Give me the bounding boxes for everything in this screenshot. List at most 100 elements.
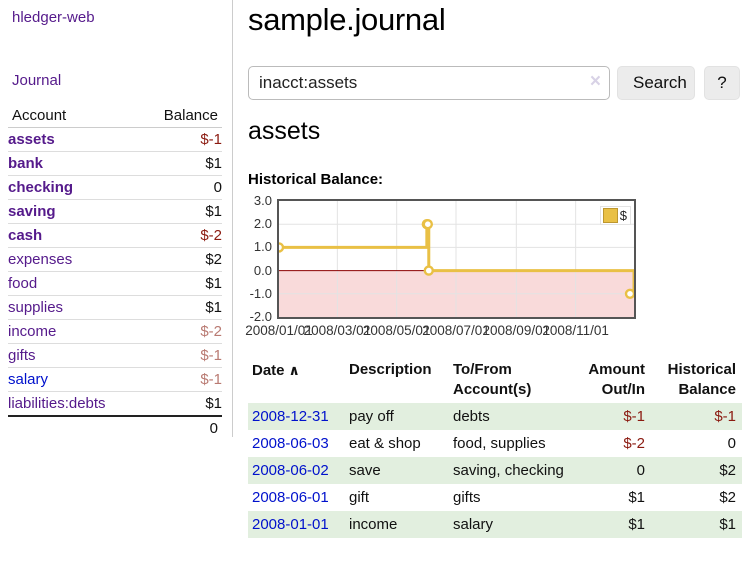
description-cell: save — [349, 462, 381, 479]
accounts-header-account: Account — [8, 104, 139, 128]
chart-canvas — [279, 201, 634, 317]
accounts-table-body: assets $-1 bank $1 checking 0 saving $1 cash $-2 e… — [8, 127, 222, 440]
register-header-date[interactable]: Date ∧ — [252, 362, 300, 379]
account-balance: $-1 — [138, 343, 222, 368]
legend-swatch-icon — [602, 208, 618, 223]
clear-search-icon[interactable]: × — [589, 71, 601, 92]
x-tick-label: 2008/07/01 — [422, 323, 490, 338]
account-row: salary $-1 — [8, 367, 222, 392]
date-cell: 2008-01-01 — [248, 511, 345, 538]
balance-cell: $2 — [719, 462, 736, 479]
legend-label: $ — [619, 208, 627, 223]
balance-cell: $-1 — [714, 408, 736, 425]
balance-cell: 0 — [727, 435, 736, 452]
date-link[interactable]: 2008-06-01 — [252, 489, 329, 506]
date-cell: 2008-06-03 — [248, 430, 345, 457]
table-row[interactable]: 2008-06-03 eat & shop food, supplies $-2 0 — [248, 430, 742, 457]
sidebar-account-saving[interactable]: saving — [8, 203, 56, 220]
y-tick-label: -2.0 — [249, 309, 272, 324]
account-row: saving $1 — [8, 199, 222, 224]
sidebar-account-gifts[interactable]: gifts — [8, 347, 36, 364]
account-row: income $-2 — [8, 319, 222, 344]
account-balance: $1 — [138, 199, 222, 224]
amount-cell: $-1 — [623, 408, 645, 425]
search-input[interactable] — [248, 66, 610, 100]
account-balance: 0 — [138, 175, 222, 200]
sidebar: hledger-web Journal Account Balance asse… — [0, 0, 232, 440]
accounts-cell: gifts — [453, 489, 481, 506]
date-cell: 2008-12-31 — [248, 403, 345, 430]
search-form: × Search ? — [248, 66, 742, 100]
y-tick-label: 3.0 — [253, 193, 272, 208]
date-link[interactable]: 2008-01-01 — [252, 516, 329, 533]
x-tick-label: 2008/11/01 — [542, 323, 609, 338]
account-row: liabilities:debts $1 — [8, 391, 222, 417]
account-balance: $-1 — [138, 367, 222, 392]
search-button[interactable]: Search — [617, 66, 695, 100]
sidebar-account-liabilities-debts[interactable]: liabilities:debts — [8, 395, 106, 412]
account-balance: $-2 — [138, 223, 222, 248]
account-row: gifts $-1 — [8, 343, 222, 368]
chart-title: Historical Balance: — [248, 171, 384, 188]
account-balance: $1 — [138, 295, 222, 320]
account-row: food $1 — [8, 271, 222, 296]
table-row[interactable]: 2008-12-31 pay off debts $-1 $-1 — [248, 403, 742, 430]
x-tick-label: 2008/03/01 — [303, 323, 372, 338]
sidebar-item-journal[interactable]: Journal — [12, 72, 62, 89]
y-tick-label: 2.0 — [253, 216, 272, 232]
table-row[interactable]: 2008-06-01 gift gifts $1 $2 — [248, 484, 742, 511]
brand-link[interactable]: hledger-web — [12, 9, 95, 26]
accounts-cell: food, supplies — [453, 435, 546, 452]
sidebar-account-checking[interactable]: checking — [8, 179, 74, 196]
date-link[interactable]: 2008-12-31 — [252, 408, 329, 425]
description-cell: eat & shop — [349, 435, 421, 452]
sidebar-account-supplies[interactable]: supplies — [8, 299, 64, 316]
balance-cell: $1 — [719, 516, 736, 533]
sidebar-account-income[interactable]: income — [8, 323, 57, 340]
x-tick-label: 2008/09/01 — [482, 323, 551, 338]
historical-balance-chart: $ 3.0 2.0 1.0 0.0 -1.0 -2.0 2008/01/01 2008/03/… — [245, 194, 742, 341]
account-balance: $1 — [138, 271, 222, 296]
x-tick-label: 2008/01/01 — [245, 323, 313, 338]
chart-plot[interactable]: $ 3.0 2.0 1.0 0.0 -1.0 -2.0 2008/01/01 2008/03/… — [245, 194, 636, 338]
register-table-body: 2008-12-31 pay off debts $-1 $-1 2008-06-03 ea… — [248, 403, 742, 538]
register-header-accounts: To/From Account(s) — [453, 361, 532, 398]
sidebar-account-food[interactable]: food — [8, 275, 38, 292]
sort-asc-icon: ∧ — [288, 362, 300, 378]
sidebar-account-cash[interactable]: cash — [8, 227, 43, 244]
amount-cell: 0 — [636, 462, 645, 479]
account-row: checking 0 — [8, 175, 222, 200]
sidebar-account-expenses[interactable]: expenses — [8, 251, 73, 268]
page-title: sample.journal — [248, 2, 446, 37]
account-balance: $1 — [138, 151, 222, 176]
account-balance: $-1 — [138, 127, 222, 152]
balance-cell: $2 — [719, 489, 736, 506]
amount-cell: $1 — [628, 489, 645, 506]
date-cell: 2008-06-02 — [248, 457, 345, 484]
accounts-cell: salary — [453, 516, 494, 533]
x-tick-label: 2008/05/01 — [362, 323, 431, 338]
account-row: bank $1 — [8, 151, 222, 176]
account-balance: $1 — [138, 391, 222, 417]
account-row: expenses $2 — [8, 247, 222, 272]
accounts-cell: debts — [453, 408, 490, 425]
account-heading: assets — [248, 117, 321, 145]
date-link[interactable]: 2008-06-03 — [252, 435, 329, 452]
help-button[interactable]: ? — [704, 66, 740, 100]
accounts-table: Account Balance assets $-1 bank $1 checking 0… — [8, 104, 222, 440]
register-table: Date ∧ Description To/From Account(s) Amo… — [248, 357, 742, 538]
amount-cell: $1 — [628, 516, 645, 533]
y-tick-label: -1.0 — [249, 285, 272, 301]
sidebar-account-assets[interactable]: assets — [8, 131, 55, 148]
table-row[interactable]: 2008-01-01 income salary $1 $1 — [248, 511, 742, 538]
accounts-cell: saving, checking — [453, 462, 564, 479]
account-balance: $2 — [138, 247, 222, 272]
description-cell: income — [349, 516, 398, 533]
table-row[interactable]: 2008-06-02 save saving, checking 0 $2 — [248, 457, 742, 484]
accounts-header-balance: Balance — [138, 104, 222, 128]
accounts-total-value: 0 — [138, 415, 222, 440]
account-row: supplies $1 — [8, 295, 222, 320]
sidebar-account-bank[interactable]: bank — [8, 155, 44, 172]
date-link[interactable]: 2008-06-02 — [252, 462, 329, 479]
sidebar-account-salary[interactable]: salary — [8, 371, 49, 388]
